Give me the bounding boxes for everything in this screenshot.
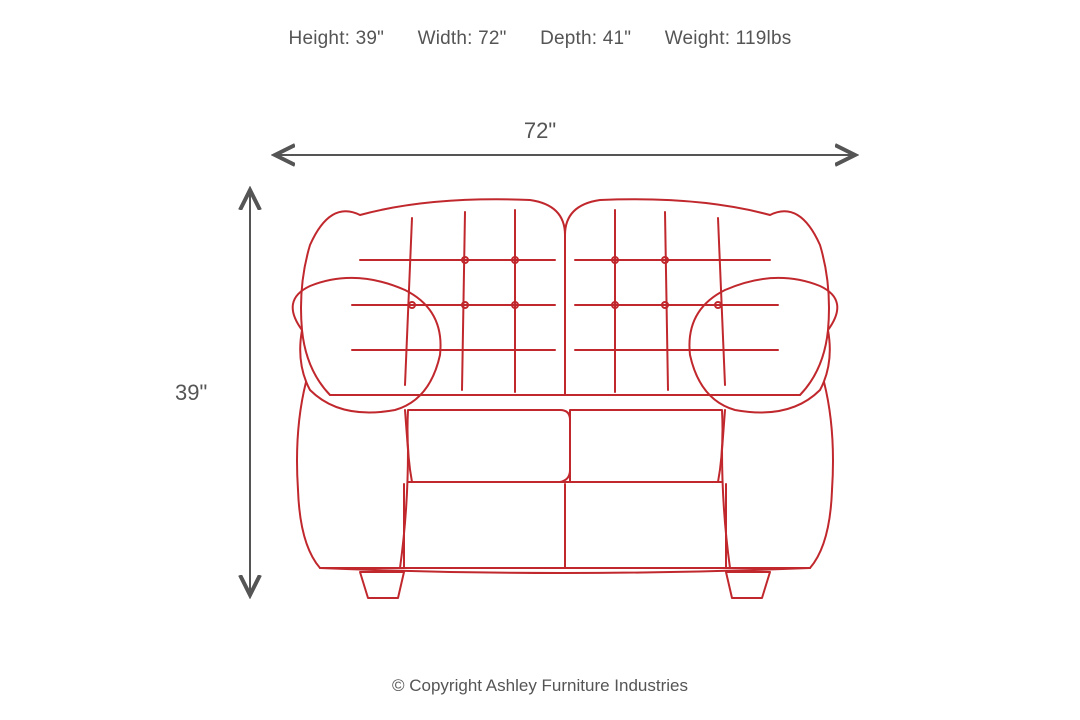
copyright-text: © Copyright Ashley Furniture Industries (0, 676, 1080, 696)
sofa-diagram (0, 0, 1080, 720)
sofa-outline (293, 199, 838, 598)
